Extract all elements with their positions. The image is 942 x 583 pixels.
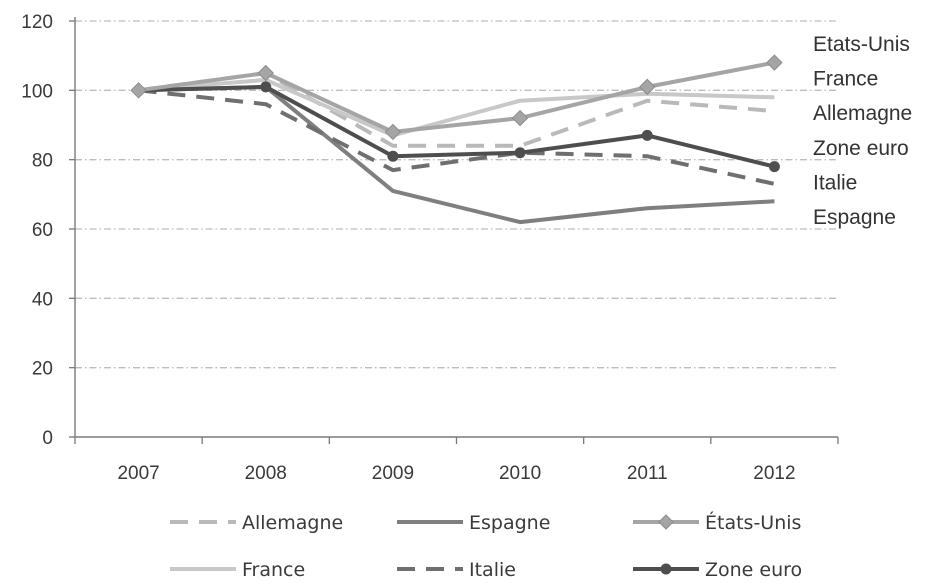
legend-item-etats-unis: États-Unis — [633, 511, 801, 534]
series-etats-unis — [130, 54, 783, 141]
data-point-etats-unis — [511, 109, 529, 127]
data-point-zone-euro — [641, 129, 653, 141]
axes — [74, 17, 838, 438]
x-tick-label: 2012 — [753, 463, 795, 484]
y-tick-label: 100 — [21, 81, 53, 102]
series-france — [138, 77, 775, 138]
series-line-allemagne — [138, 71, 775, 148]
series-line-etats-unis — [138, 60, 775, 134]
end-label-allemagne: Allemagne — [813, 102, 912, 125]
legend-label-allemagne: Allemagne — [242, 512, 343, 534]
y-tick-label: 60 — [32, 220, 53, 241]
series-lines — [130, 54, 783, 225]
end-label-zone-euro: Zone euro — [813, 137, 909, 160]
data-point-zone-euro — [514, 147, 526, 159]
y-axis-ticks: 0 20 40 60 80 100 120 — [21, 12, 75, 449]
legend-label-france: France — [242, 559, 305, 581]
end-label-italie: Italie — [813, 171, 857, 194]
legend-item-allemagne: Allemagne — [170, 512, 343, 534]
y-tick-label: 20 — [32, 359, 53, 380]
data-point-etats-unis — [384, 123, 402, 141]
legend-label-etats-unis: États-Unis — [705, 511, 801, 534]
legend-marker-etats-unis — [658, 514, 674, 530]
x-axis-ticks: 2007 2008 2009 2010 2011 2012 — [74, 437, 839, 484]
legend-label-zone-euro: Zone euro — [705, 559, 802, 581]
data-point-zone-euro — [768, 161, 780, 173]
legend-label-italie: Italie — [469, 559, 516, 581]
legend-marker-zone-euro — [660, 563, 672, 575]
x-tick-label: 2008 — [245, 463, 287, 484]
data-point-etats-unis — [766, 54, 783, 71]
x-tick-label: 2011 — [627, 463, 668, 484]
legend: Allemagne Espagne États-Unis France Italie Zo… — [170, 511, 802, 581]
legend-item-espagne: Espagne — [397, 512, 550, 534]
series-line-france — [138, 77, 775, 138]
series-italie — [138, 88, 775, 186]
series-line-zone-euro — [138, 84, 775, 169]
y-tick-label: 120 — [21, 12, 53, 33]
data-point-etats-unis — [639, 78, 656, 96]
x-tick-label: 2007 — [117, 463, 159, 484]
data-point-zone-euro — [260, 81, 272, 93]
legend-item-italie: Italie — [397, 559, 516, 581]
y-tick-label: 0 — [42, 428, 53, 449]
series-allemagne — [138, 71, 775, 148]
y-tick-label: 40 — [32, 289, 53, 310]
series-line-italie — [138, 88, 775, 186]
legend-label-espagne: Espagne — [469, 512, 550, 534]
end-labels: Etats-Unis France Allemagne Zone euro Italie… — [813, 33, 912, 229]
end-label-espagne: Espagne — [813, 206, 896, 229]
data-point-zone-euro — [387, 150, 399, 162]
y-tick-label: 80 — [32, 151, 53, 172]
x-tick-label: 2009 — [372, 463, 414, 484]
end-label-etats-unis: Etats-Unis — [813, 33, 910, 56]
x-tick-label: 2010 — [499, 463, 541, 484]
data-point-etats-unis — [257, 64, 274, 82]
legend-item-zone-euro: Zone euro — [633, 559, 802, 581]
end-label-france: France — [813, 68, 878, 91]
data-point-etats-unis — [130, 82, 147, 99]
legend-item-france: France — [170, 559, 305, 581]
